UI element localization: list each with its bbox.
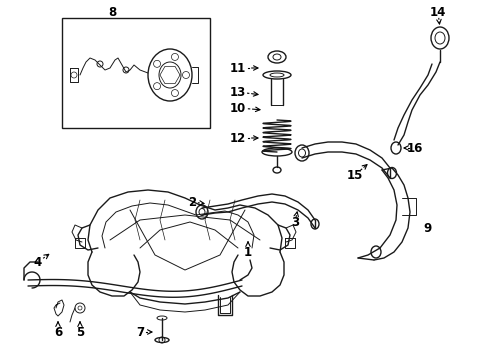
Text: 14: 14 (430, 5, 446, 18)
Text: 12: 12 (230, 131, 246, 144)
Text: 9: 9 (424, 221, 432, 234)
Text: 1: 1 (244, 246, 252, 258)
Text: 15: 15 (347, 168, 363, 181)
Text: 8: 8 (108, 5, 116, 18)
Text: 7: 7 (136, 325, 144, 338)
Text: 4: 4 (34, 256, 42, 269)
Text: 5: 5 (76, 325, 84, 338)
Text: 13: 13 (230, 86, 246, 99)
Text: 3: 3 (291, 216, 299, 229)
Text: 2: 2 (188, 195, 196, 208)
Text: 6: 6 (54, 325, 62, 338)
Text: 10: 10 (230, 102, 246, 114)
Text: 16: 16 (407, 141, 423, 154)
Text: 11: 11 (230, 62, 246, 75)
Bar (62, 18, 210, 128)
